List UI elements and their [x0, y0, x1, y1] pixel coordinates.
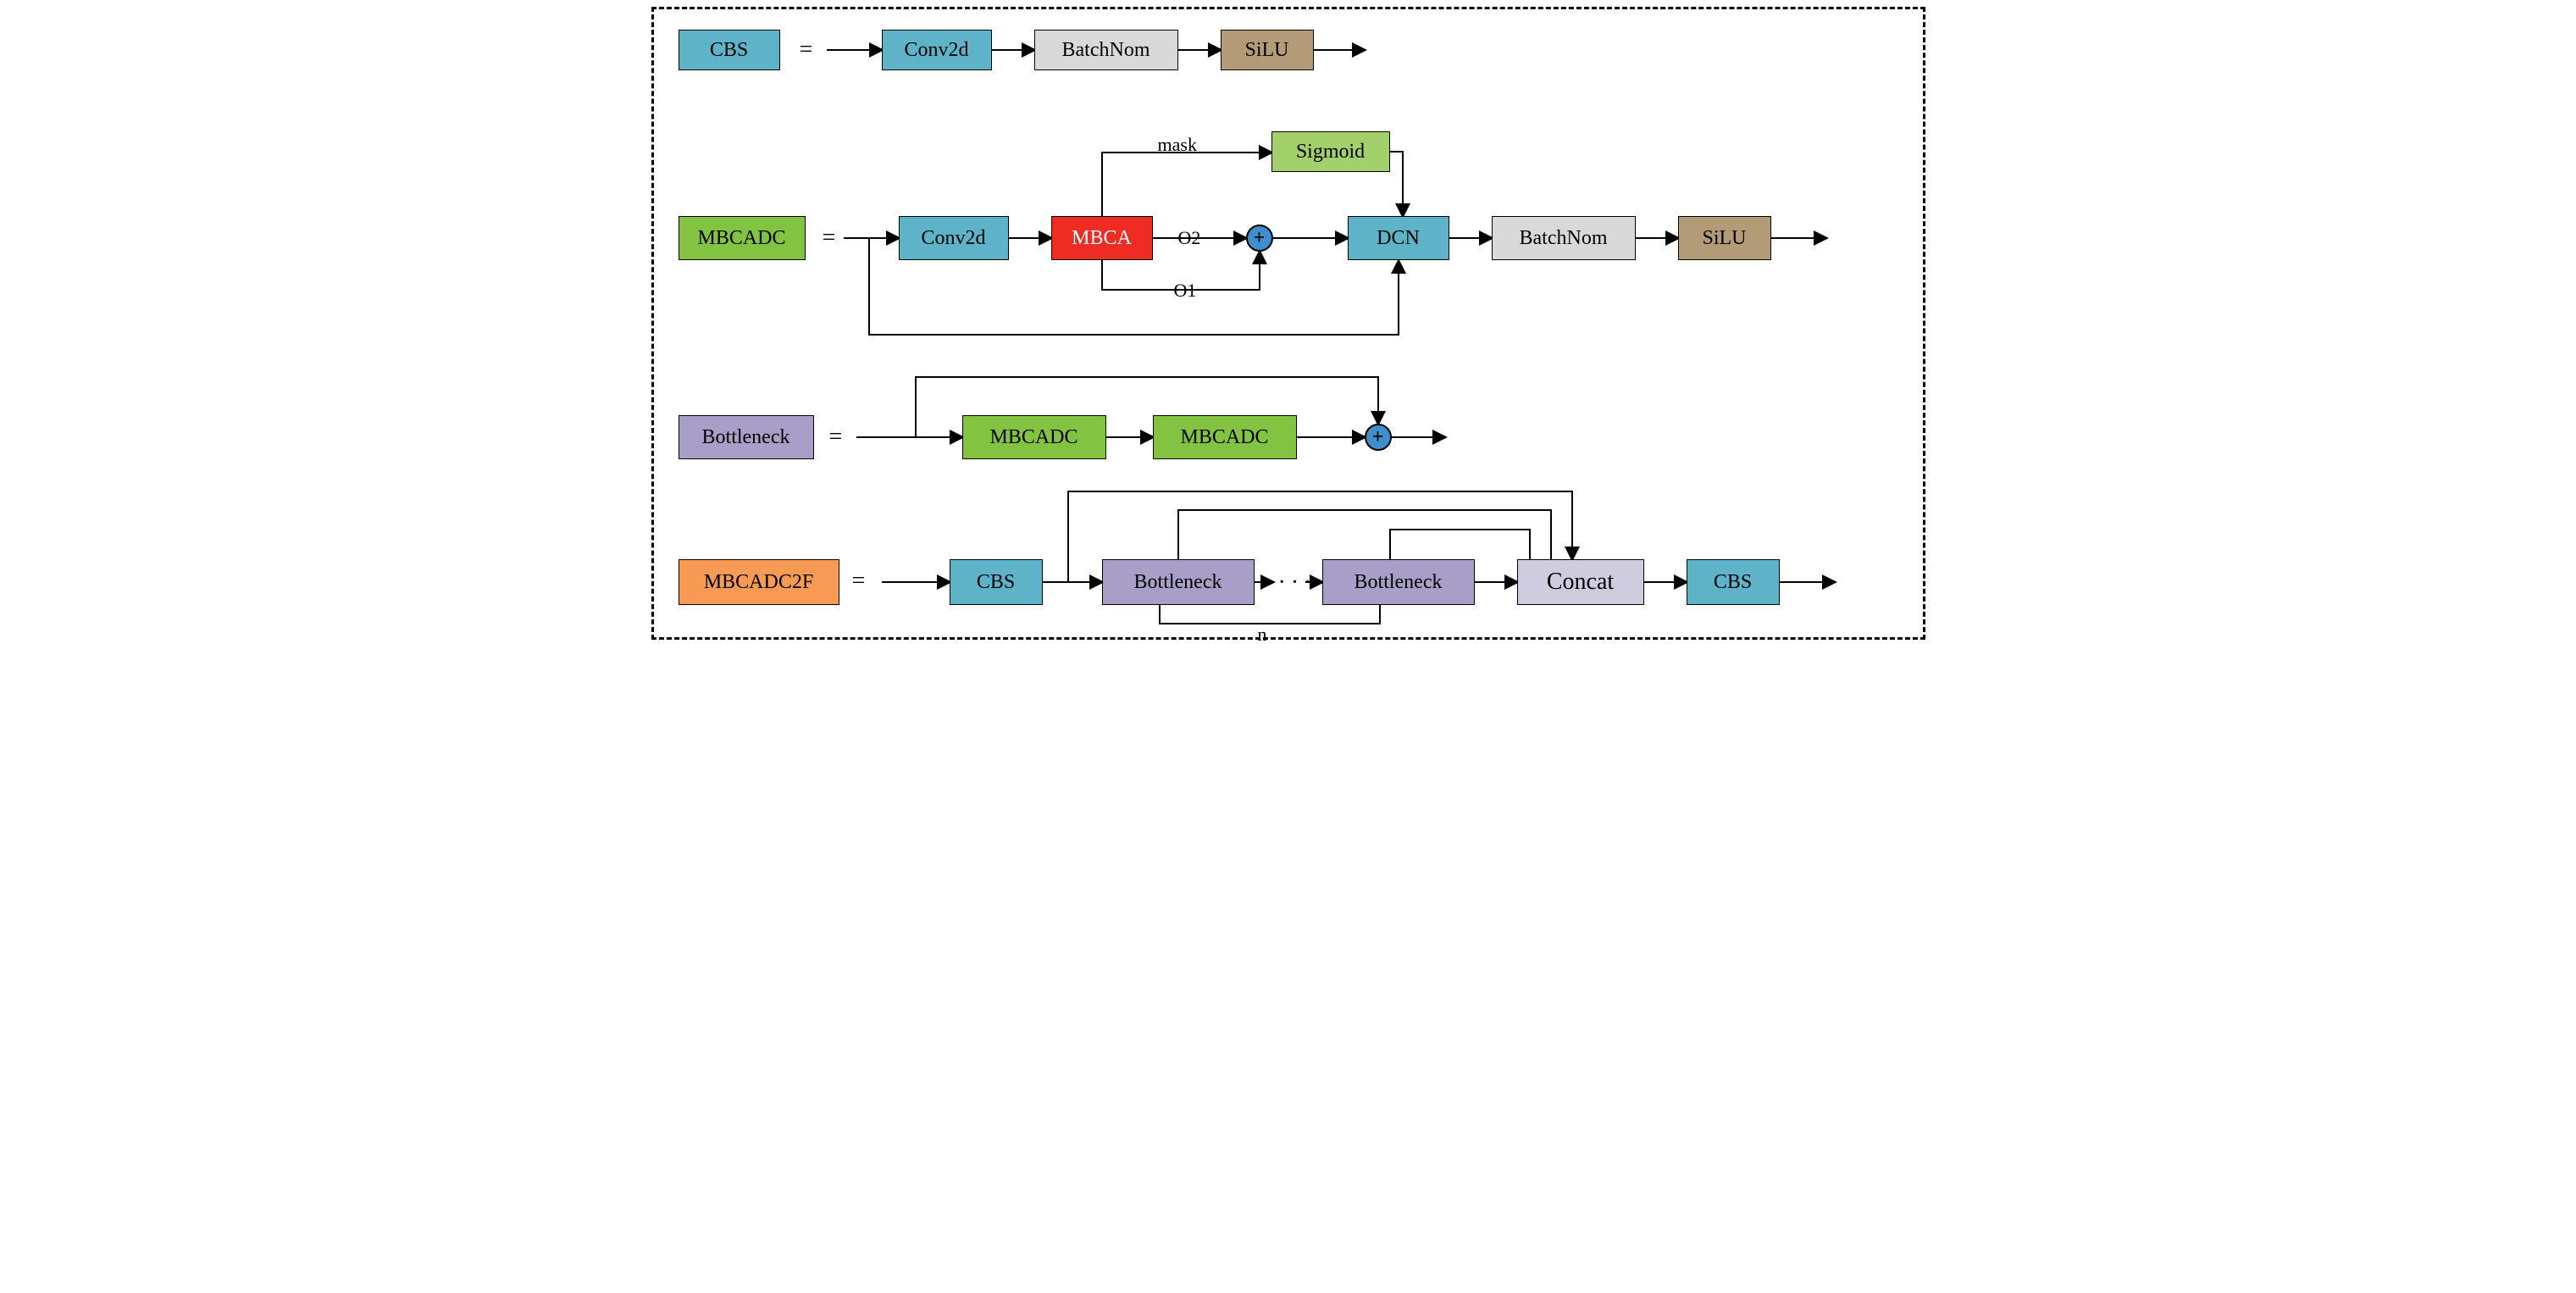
o1-label: O1 — [1174, 280, 1197, 302]
cbs-silu-box: SiLU — [1221, 30, 1314, 70]
mbcadc-mbca-box: MBCA — [1051, 216, 1153, 260]
cbs-conv2d-label: Conv2d — [904, 39, 968, 62]
bottleneck-mbcadc-2-label: MBCADC — [1180, 426, 1268, 449]
n-label: n — [1258, 624, 1267, 646]
mbcadc2f-bottleneck-2: Bottleneck — [1322, 559, 1475, 605]
cbs-legend-box: CBS — [679, 30, 780, 70]
mbcadc2f-cbs1-label: CBS — [977, 571, 1015, 594]
mbcadc2f-equals: = — [852, 568, 866, 595]
mbcadc2f-concat-label: Concat — [1547, 569, 1614, 596]
mbcadc2f-cbs2-label: CBS — [1714, 571, 1752, 594]
mbcadc-sigmoid-label: Sigmoid — [1296, 141, 1365, 164]
mbcadc-mbca-label: MBCA — [1072, 227, 1132, 250]
mbcadc-legend-label: MBCADC — [697, 227, 785, 250]
mbcadc-silu-label: SiLU — [1702, 227, 1746, 250]
bottleneck-legend-label: Bottleneck — [702, 426, 790, 449]
mbcadc-legend-box: MBCADC — [679, 216, 806, 260]
o2-label: O2 — [1178, 227, 1201, 249]
mbcadc2f-cbs2-box: CBS — [1687, 559, 1780, 605]
cbs-legend-label: CBS — [710, 39, 748, 62]
mbcadc-dcn-label: DCN — [1377, 227, 1420, 250]
mbcadc-dcn-box: DCN — [1348, 216, 1449, 260]
mbcadc-silu-box: SiLU — [1678, 216, 1771, 260]
mbcadc-equals: = — [823, 225, 836, 252]
bottleneck-equals: = — [829, 424, 843, 451]
mask-label: mask — [1158, 134, 1197, 156]
dashed-frame — [651, 7, 1925, 640]
mbcadc2f-legend-box: MBCADC2F — [679, 559, 839, 605]
mbcadc2f-concat-box: Concat — [1517, 559, 1644, 605]
bottleneck-legend-box: Bottleneck — [679, 415, 814, 459]
mbcadc2f-ellipsis: ··· — [1278, 569, 1317, 597]
mbcadc2f-bn2-label: Bottleneck — [1354, 571, 1443, 594]
diagram-canvas: CBS = Conv2d BatchNom SiLU MBCADC = Conv… — [645, 0, 1932, 646]
mbcadc-batchnom-label: BatchNom — [1520, 227, 1608, 250]
mbcadc-conv2d-box: Conv2d — [899, 216, 1009, 260]
mbcadc2f-bottleneck-1: Bottleneck — [1102, 559, 1255, 605]
bottleneck-mbcadc-2: MBCADC — [1153, 415, 1297, 459]
mbcadc-sigmoid-box: Sigmoid — [1271, 131, 1390, 172]
mbcadc2f-bn1-label: Bottleneck — [1134, 571, 1222, 594]
bottleneck-mbcadc-1-label: MBCADC — [989, 426, 1077, 449]
bottleneck-mbcadc-1: MBCADC — [962, 415, 1106, 459]
mbcadc2f-cbs1-box: CBS — [950, 559, 1043, 605]
mbcadc2f-legend-label: MBCADC2F — [704, 571, 813, 594]
mbcadc-add-node: + — [1246, 225, 1273, 252]
bottleneck-add-node: + — [1365, 424, 1392, 451]
cbs-equals: = — [800, 36, 813, 64]
cbs-batchnom-label: BatchNom — [1062, 39, 1150, 62]
cbs-batchnom-box: BatchNom — [1034, 30, 1178, 70]
cbs-silu-label: SiLU — [1244, 39, 1288, 62]
cbs-conv2d-box: Conv2d — [882, 30, 992, 70]
mbcadc-batchnom-box: BatchNom — [1492, 216, 1636, 260]
mbcadc-conv2d-label: Conv2d — [921, 227, 985, 250]
